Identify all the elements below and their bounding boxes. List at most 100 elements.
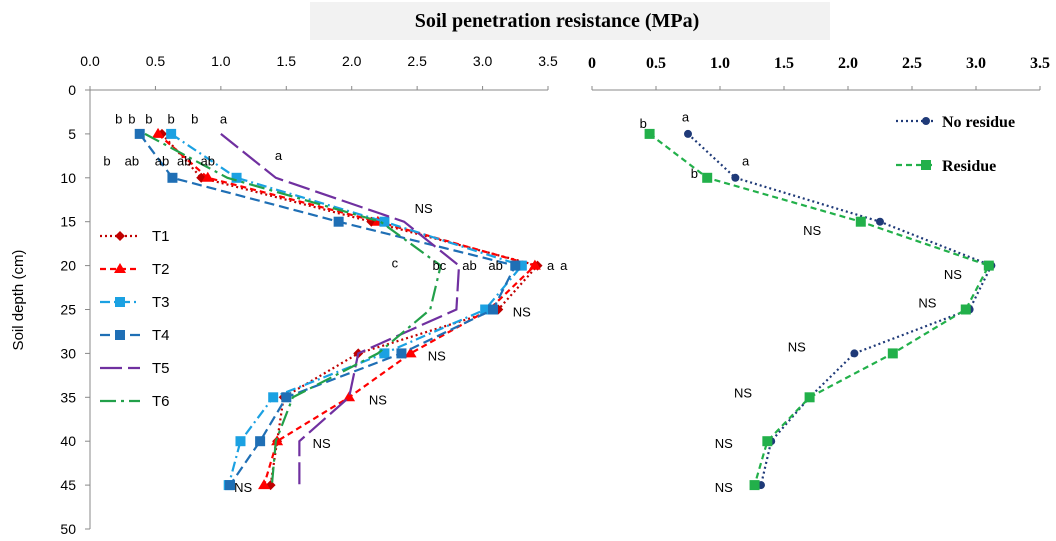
- significance-label: NS: [715, 480, 733, 495]
- significance-label: ab: [201, 154, 215, 169]
- data-point-t2: [258, 479, 271, 490]
- data-point-t3: [516, 260, 527, 271]
- significance-label: ab: [462, 258, 476, 273]
- x-tick-label: 0: [588, 55, 596, 72]
- x-tick-label: 3.5: [1030, 55, 1050, 72]
- significance-label: c: [392, 255, 399, 270]
- data-point-t4: [225, 480, 236, 491]
- significance-label: bc: [433, 258, 447, 273]
- data-point-t3: [231, 172, 242, 183]
- significance-label: b: [145, 111, 152, 126]
- significance-label: NS: [234, 480, 252, 495]
- data-point-residue: [983, 260, 994, 271]
- x-tick-label: 0.0: [80, 53, 100, 69]
- data-point-residue: [887, 348, 898, 359]
- legend-label-no-residue: No residue: [942, 114, 1015, 131]
- y-tick-label: 40: [60, 433, 76, 449]
- data-point-residue: [644, 128, 655, 139]
- data-point-t4: [255, 436, 266, 447]
- x-tick-label: 1.5: [277, 53, 297, 69]
- y-axis-label: Soil depth (cm): [10, 250, 27, 351]
- legend-label-t6: T6: [152, 393, 170, 410]
- series-line-no-residue: [687, 133, 993, 486]
- y-tick-label: 20: [60, 258, 76, 274]
- significance-label: b: [191, 111, 198, 126]
- significance-label: b: [128, 111, 135, 126]
- legend-label-t1: T1: [152, 228, 170, 245]
- significance-label: NS: [415, 201, 433, 216]
- data-point-t4: [134, 128, 145, 139]
- series-line-t4: [138, 133, 517, 486]
- significance-label: NS: [313, 436, 331, 451]
- significance-label: NS: [734, 385, 752, 400]
- data-point-t2: [201, 171, 214, 182]
- data-point-t4: [488, 304, 499, 315]
- x-tick-label: 2.5: [902, 55, 922, 72]
- title-background: [310, 2, 830, 40]
- series-line-t5: [220, 133, 461, 486]
- y-tick-label: 35: [60, 389, 76, 405]
- significance-label: a: [682, 110, 690, 125]
- significance-label: NS: [369, 392, 387, 407]
- legend-marker-t2: [114, 263, 126, 273]
- significance-label: ab: [488, 258, 502, 273]
- x-tick-label: 0.5: [146, 53, 166, 69]
- x-tick-label: 1.0: [211, 53, 231, 69]
- data-point-t3: [235, 436, 246, 447]
- significance-label: b: [640, 116, 647, 131]
- x-tick-label: 1.5: [774, 55, 794, 72]
- y-tick-label: 45: [60, 477, 76, 493]
- data-point-t4: [167, 172, 178, 183]
- significance-label: NS: [803, 223, 821, 238]
- legend-marker-t4: [115, 330, 125, 340]
- legend-label-t2: T2: [152, 261, 170, 278]
- data-point-residue: [855, 216, 866, 227]
- y-tick-label: 15: [60, 214, 76, 230]
- x-tick-label: 0.5: [646, 55, 666, 72]
- significance-label: a: [560, 258, 568, 273]
- data-point-t2: [343, 391, 356, 402]
- data-point-t2: [404, 347, 417, 358]
- data-point-residue: [702, 172, 713, 183]
- x-tick-label: 3.0: [966, 55, 986, 72]
- significance-label: a: [742, 154, 750, 169]
- x-tick-label: 1.0: [710, 55, 730, 72]
- series-line-t3: [170, 132, 524, 486]
- y-tick-label: 50: [60, 521, 76, 536]
- significance-label: b: [168, 111, 175, 126]
- legend-label-residue: Residue: [942, 158, 996, 175]
- x-tick-label: 3.0: [473, 53, 493, 69]
- y-tick-label: 10: [60, 170, 76, 186]
- data-point-no-residue: [876, 217, 884, 226]
- data-point-t3: [480, 304, 491, 315]
- significance-label: ab: [125, 154, 139, 169]
- series-line-t2: [157, 133, 538, 486]
- data-point-t3: [268, 392, 279, 403]
- legend-marker-residue: [921, 160, 931, 170]
- significance-label: NS: [918, 296, 936, 311]
- data-point-t3: [379, 348, 390, 359]
- chart-title: Soil penetration resistance (MPa): [415, 10, 700, 32]
- y-tick-label: 0: [68, 82, 76, 98]
- significance-label: ab: [177, 154, 191, 169]
- significance-label: a: [220, 111, 228, 126]
- legend-label-t4: T4: [152, 327, 170, 344]
- data-point-t4: [396, 348, 407, 359]
- data-point-t4: [281, 392, 292, 403]
- legend-marker-t3: [115, 297, 125, 307]
- series-line-residue: [648, 133, 991, 486]
- legend-label-t5: T5: [152, 360, 170, 377]
- significance-label: NS: [513, 305, 531, 320]
- series-line-t6: [144, 132, 442, 486]
- significance-label: a: [547, 258, 555, 273]
- data-point-residue: [960, 304, 971, 315]
- significance-label: b: [691, 166, 698, 181]
- data-point-t2: [152, 127, 165, 138]
- x-tick-label: 3.5: [538, 53, 558, 69]
- data-point-no-residue: [684, 129, 692, 138]
- significance-label: NS: [428, 348, 446, 363]
- significance-label: NS: [715, 436, 733, 451]
- data-point-residue: [762, 436, 773, 447]
- data-point-t2: [528, 259, 541, 270]
